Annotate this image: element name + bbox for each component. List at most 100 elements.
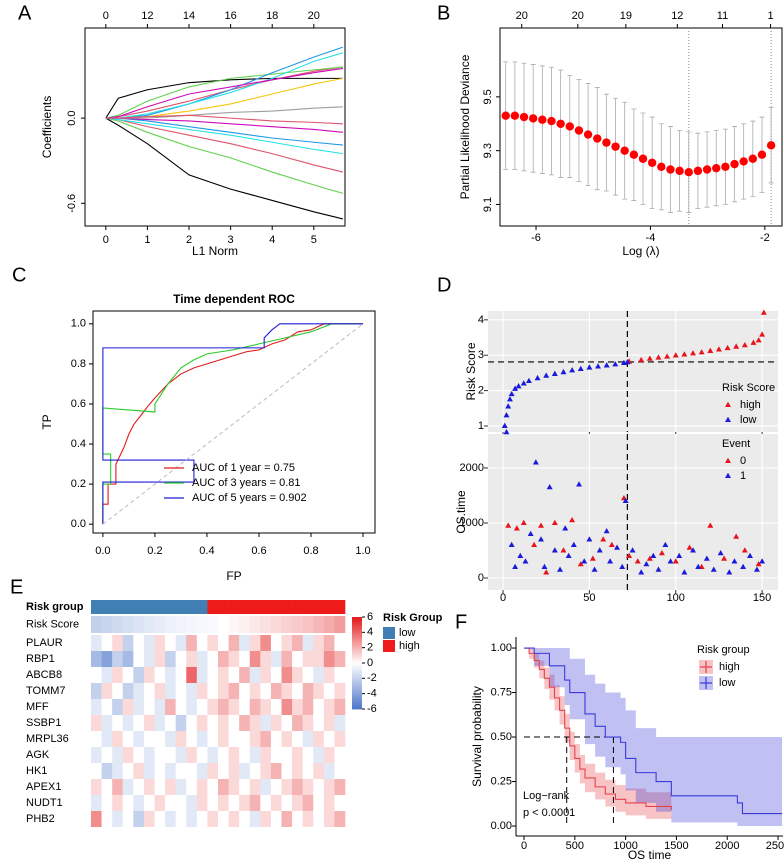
point	[646, 555, 653, 561]
heat-cell	[196, 683, 208, 699]
legend-label: low	[399, 627, 416, 639]
heat-cell	[91, 635, 102, 651]
panel-letter: B	[437, 2, 450, 24]
point	[681, 569, 688, 575]
score-cell	[239, 616, 251, 633]
heat-cell	[122, 731, 134, 747]
y-axis-title: Risk Score	[464, 342, 478, 400]
heat-cell	[218, 779, 229, 795]
heat-cell	[207, 763, 219, 779]
colorbar-segment	[352, 692, 362, 696]
heat-cell	[196, 667, 208, 683]
legend-title: Event	[722, 438, 750, 450]
colorbar-segment	[352, 649, 362, 652]
legend-swatch	[725, 472, 731, 478]
point	[532, 459, 539, 465]
heat-cell	[218, 715, 229, 731]
heat-cell	[218, 811, 229, 827]
heat-cell	[154, 651, 166, 667]
heat-cell	[228, 795, 240, 811]
point	[528, 114, 538, 123]
heat-cell	[122, 795, 134, 811]
heat-cell	[207, 651, 219, 667]
score-cell	[334, 616, 346, 633]
colorbar-segment	[352, 644, 362, 648]
score-cell	[101, 616, 113, 633]
heat-cell	[122, 715, 134, 731]
heat-cell	[175, 795, 187, 811]
heat-cell	[91, 731, 102, 747]
heat-cell	[101, 715, 113, 731]
heat-cell	[154, 811, 166, 827]
point	[586, 536, 593, 542]
point	[666, 165, 675, 174]
row-label: AGK	[26, 749, 50, 761]
y-tick-label: 9.1	[482, 197, 494, 212]
point	[531, 541, 538, 547]
legend-label: low	[740, 414, 757, 426]
heat-cell	[334, 763, 346, 779]
panel-background	[488, 434, 778, 590]
x-tick-label: 1000	[613, 840, 637, 852]
heat-cell	[186, 699, 198, 715]
group-cell	[112, 600, 124, 614]
point	[505, 522, 512, 528]
point	[512, 563, 519, 569]
point	[741, 547, 748, 553]
row-label: NUDT1	[26, 797, 63, 809]
point	[522, 558, 529, 564]
x-axis-title: FP	[226, 569, 241, 583]
heat-cell	[292, 795, 303, 811]
x-tick-label: 0	[500, 592, 506, 604]
heat-cell	[249, 635, 261, 651]
point	[667, 558, 674, 564]
series-line	[105, 66, 343, 119]
heat-cell	[323, 715, 335, 731]
heat-cell	[249, 763, 261, 779]
heat-cell	[143, 779, 155, 795]
point	[676, 552, 683, 558]
heat-cell	[101, 667, 113, 683]
heat-cell	[91, 763, 102, 779]
heat-cell	[313, 747, 325, 763]
top-tick-label: 14	[183, 10, 195, 22]
heat-cell	[270, 635, 282, 651]
heat-cell	[228, 731, 240, 747]
score-cell	[292, 616, 303, 633]
point	[733, 533, 740, 539]
row-label: APEX1	[26, 781, 61, 793]
group-cell	[101, 600, 113, 614]
heat-cell	[175, 699, 187, 715]
heat-cell	[175, 635, 187, 651]
y-tick-label: 0.50	[491, 731, 512, 743]
score-cell	[281, 616, 293, 633]
annotation: p < 0.0001	[523, 807, 575, 819]
heat-cell	[292, 747, 303, 763]
group-cell	[196, 600, 208, 614]
heat-cell	[112, 795, 124, 811]
heat-cell	[175, 651, 187, 667]
heat-cell	[249, 683, 261, 699]
point	[551, 547, 558, 553]
colorbar-segment	[352, 706, 362, 710]
group-cell	[292, 600, 303, 614]
point	[759, 331, 766, 337]
heat-cell	[228, 715, 240, 731]
heat-cell	[175, 667, 187, 683]
point	[591, 566, 598, 572]
heat-cell	[302, 763, 314, 779]
point	[525, 377, 532, 384]
colorbar-segment	[352, 617, 362, 620]
x-tick-label: 3	[228, 234, 234, 246]
legend-swatch	[725, 416, 731, 422]
point	[501, 111, 510, 120]
point	[577, 560, 584, 567]
colorbar-segment	[352, 683, 362, 687]
score-cell	[218, 616, 229, 633]
y-tick-label: 0.0	[66, 110, 78, 125]
y-tick-label: 0.0	[71, 518, 86, 530]
colorbar-segment	[352, 665, 362, 668]
point	[707, 522, 714, 528]
heat-cell	[207, 747, 219, 763]
heat-cell	[122, 763, 134, 779]
